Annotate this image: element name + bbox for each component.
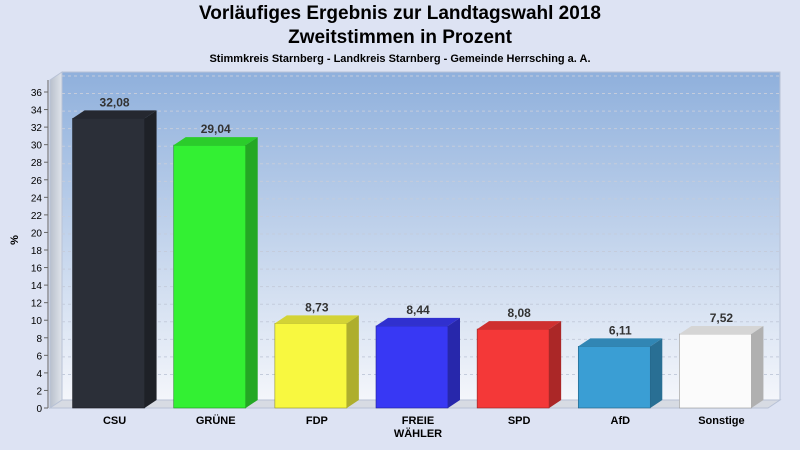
bar-top [376, 317, 460, 326]
bar [375, 325, 449, 409]
bar-group: 8,44 [375, 303, 460, 409]
bar-top [72, 110, 157, 119]
bar-value-label: 8,08 [507, 306, 531, 320]
y-tick-label: 24 [31, 193, 43, 204]
bar-side [245, 137, 258, 409]
y-tick-label: 10 [31, 316, 43, 327]
bar-group: 7,52 [679, 311, 764, 409]
y-tick-label: 34 [31, 106, 43, 117]
bar-value-label: 32,08 [100, 95, 130, 109]
chart-subtitle: Stimmkreis Starnberg - Landkreis Starnbe… [209, 53, 591, 65]
bar-group: 29,04 [173, 122, 258, 409]
y-tick-label: 4 [36, 369, 42, 380]
x-tick-label: SPD [508, 415, 531, 427]
chart-title-line1: Vorläufiges Ergebnis zur Landtagswahl 20… [199, 3, 601, 24]
y-tick-label: 6 [36, 351, 42, 362]
y-tick-label: 18 [31, 246, 43, 257]
bar [577, 346, 651, 409]
bar [173, 144, 247, 409]
y-tick-label: 36 [31, 88, 43, 99]
bar [679, 333, 752, 409]
y-tick-label: 0 [36, 404, 42, 415]
y-tick-label: 30 [31, 141, 43, 152]
y-tick-label: 16 [31, 264, 43, 275]
x-tick-label: AfD [611, 415, 631, 427]
bar-side [549, 321, 562, 408]
bar-value-label: 8,44 [406, 303, 430, 317]
y-axis-label: % [9, 235, 21, 245]
x-tick-label: FDP [306, 415, 328, 427]
y-tick-label: 20 [31, 228, 43, 239]
bar-value-label: 7,52 [710, 311, 734, 325]
bar-top [578, 338, 663, 347]
bar-group: 6,11 [577, 323, 663, 409]
bar-side [448, 317, 460, 408]
y-tick-label: 2 [36, 386, 42, 397]
bar-group: 32,08 [72, 95, 157, 409]
chart-title-line2: Zweitstimmen in Prozent [288, 27, 512, 48]
y-tick-label: 22 [31, 211, 43, 222]
bar-value-label: 29,04 [201, 122, 231, 136]
bar-side [144, 110, 157, 409]
bar [72, 118, 145, 409]
bar-top [173, 137, 258, 146]
y-tick-label: 26 [31, 176, 43, 187]
bar-top [274, 315, 359, 324]
bar-value-label: 6,11 [609, 323, 632, 337]
y-tick-label: 12 [31, 299, 43, 310]
bar [476, 328, 550, 409]
bar-top [679, 325, 764, 334]
y-tick-label: 14 [31, 281, 43, 292]
bars: 32,08 29,04 8,73 8,44 8,08 6,11 7,52 [72, 95, 764, 409]
x-tick-label: GRÜNE [196, 414, 236, 427]
y-tick-label: 28 [31, 158, 43, 169]
bar-value-label: 8,73 [305, 300, 329, 314]
x-tick-label: FREIE [402, 415, 434, 427]
plot-side-wall [49, 71, 63, 409]
x-tick-label: CSU [103, 415, 126, 427]
bar-group: 8,73 [274, 300, 359, 409]
x-tick-label: WÄHLER [394, 427, 442, 440]
bar-side [751, 325, 764, 408]
y-tick-label: 32 [31, 123, 43, 134]
y-tick-label: 8 [36, 334, 42, 345]
bar-group: 8,08 [476, 306, 562, 409]
bar [274, 323, 348, 409]
bar-side [650, 338, 663, 408]
bar-top [477, 321, 562, 330]
bar-side [346, 315, 359, 408]
x-tick-label: Sonstige [698, 415, 744, 427]
